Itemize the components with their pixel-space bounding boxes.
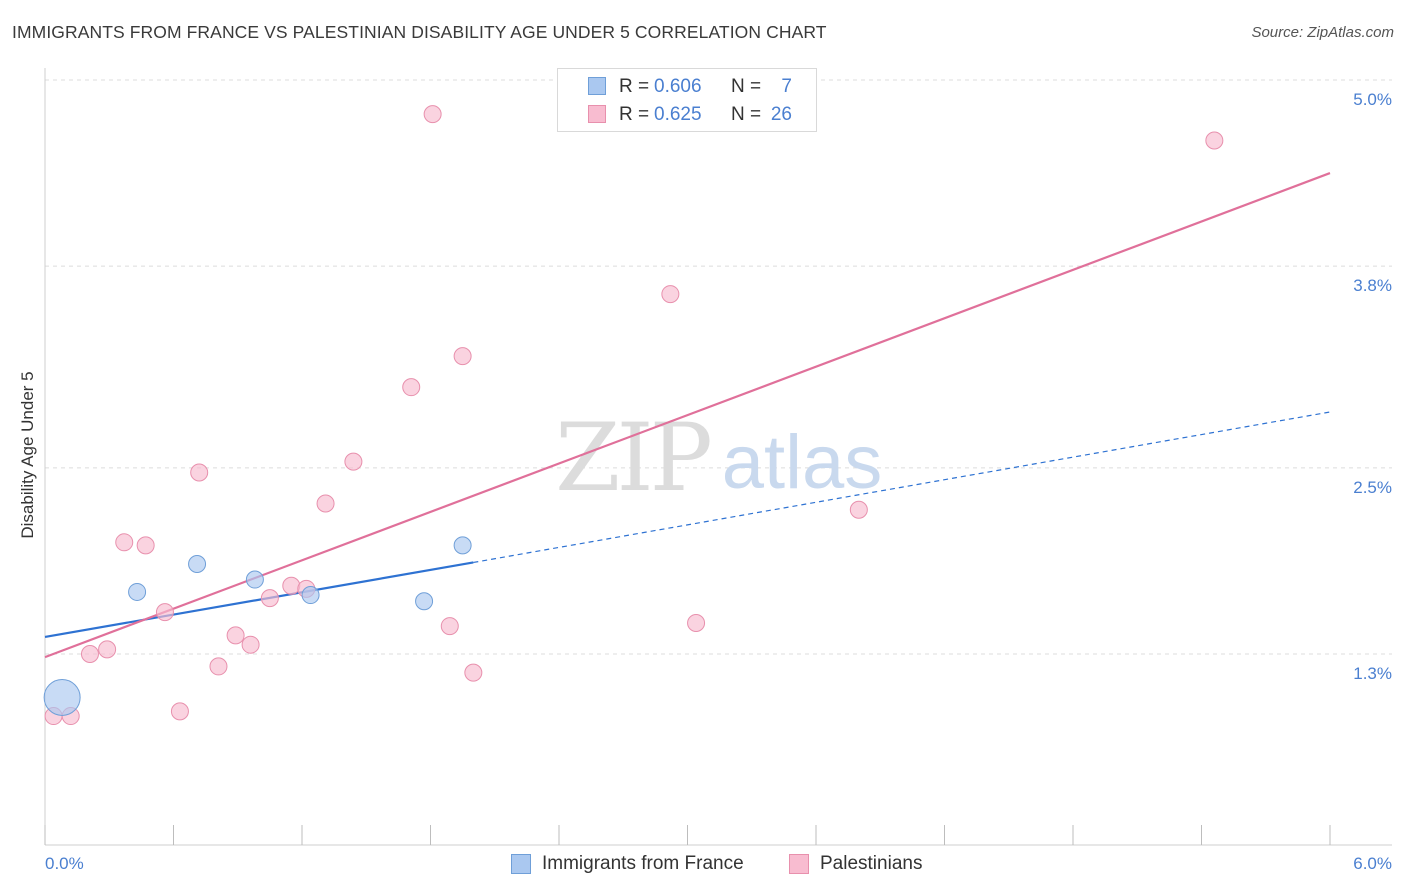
r-label: R = bbox=[619, 104, 650, 125]
data-point bbox=[190, 463, 209, 482]
trend-line-extension-0 bbox=[473, 411, 1331, 564]
data-point bbox=[415, 592, 434, 611]
tick-labels: 1.3% 2.5% 3.8% 5.0% 0.0% 6.0% bbox=[45, 90, 1392, 873]
data-point bbox=[136, 536, 155, 555]
trend-lines bbox=[44, 172, 1331, 659]
data-point bbox=[43, 678, 81, 716]
data-point bbox=[661, 285, 680, 304]
data-point bbox=[849, 500, 868, 519]
data-point bbox=[402, 378, 421, 397]
n-value: 26 bbox=[770, 104, 792, 125]
watermark-atlas: atlas bbox=[722, 420, 883, 505]
data-point bbox=[301, 586, 320, 605]
data-point bbox=[453, 536, 472, 555]
data-point bbox=[245, 570, 264, 589]
stats-swatch-france bbox=[588, 77, 606, 95]
trend-line-0 bbox=[44, 561, 474, 639]
data-point bbox=[282, 576, 301, 595]
n-label: N = bbox=[731, 76, 762, 97]
data-point bbox=[453, 347, 472, 366]
stats-row-palestinians: R = 0.625 N = 26 bbox=[558, 101, 816, 129]
data-point bbox=[316, 494, 335, 513]
data-point bbox=[241, 635, 260, 654]
stats-swatch-palestinians bbox=[588, 105, 606, 123]
data-point bbox=[440, 617, 459, 636]
data-point bbox=[226, 626, 245, 645]
axes bbox=[44, 68, 1392, 846]
data-point bbox=[115, 533, 134, 552]
data-point bbox=[260, 589, 279, 608]
data-point bbox=[128, 582, 147, 601]
y-tick-label: 5.0% bbox=[1353, 90, 1392, 109]
stats-legend-box: R = 0.606 N = 7 R = 0.625 N = 26 bbox=[557, 68, 817, 132]
data-point bbox=[155, 603, 174, 622]
data-point bbox=[1205, 131, 1224, 150]
stats-row-france: R = 0.606 N = 7 bbox=[558, 73, 816, 101]
r-value: 0.625 bbox=[654, 104, 702, 125]
data-point bbox=[209, 657, 228, 676]
r-value: 0.606 bbox=[654, 76, 702, 97]
data-point bbox=[464, 663, 483, 682]
data-point bbox=[98, 640, 117, 659]
x-tick-label: 0.0% bbox=[45, 854, 84, 873]
data-point bbox=[80, 645, 99, 663]
n-value: 7 bbox=[781, 76, 792, 97]
y-tick-label: 2.5% bbox=[1353, 478, 1392, 497]
chart-source: Source: ZipAtlas.com bbox=[1251, 24, 1394, 41]
y-tick-label: 1.3% bbox=[1353, 664, 1392, 683]
chart-legend: Immigrants from France Palestinians bbox=[0, 852, 1406, 878]
trend-line-1 bbox=[44, 172, 1331, 659]
y-axis-label: Disability Age Under 5 bbox=[18, 371, 37, 539]
gridlines bbox=[45, 79, 1392, 655]
data-point bbox=[344, 452, 363, 471]
data-points bbox=[43, 105, 1224, 726]
watermark-zip: ZIP bbox=[555, 404, 709, 513]
legend-label-palestinians: Palestinians bbox=[820, 853, 923, 874]
data-point bbox=[423, 105, 442, 124]
r-label: R = bbox=[619, 76, 650, 97]
n-label: N = bbox=[731, 104, 762, 125]
legend-swatch-palestinians bbox=[789, 854, 809, 874]
y-tick-label: 3.8% bbox=[1353, 276, 1392, 295]
legend-label-france: Immigrants from France bbox=[542, 853, 744, 874]
legend-swatch-france bbox=[511, 854, 531, 874]
watermark: ZIP atlas bbox=[555, 404, 882, 513]
data-point bbox=[188, 555, 207, 574]
data-point bbox=[687, 613, 706, 632]
x-tick-label: 6.0% bbox=[1353, 854, 1392, 873]
chart-title: IMMIGRANTS FROM FRANCE VS PALESTINIAN DI… bbox=[12, 22, 827, 42]
data-point bbox=[170, 702, 189, 721]
